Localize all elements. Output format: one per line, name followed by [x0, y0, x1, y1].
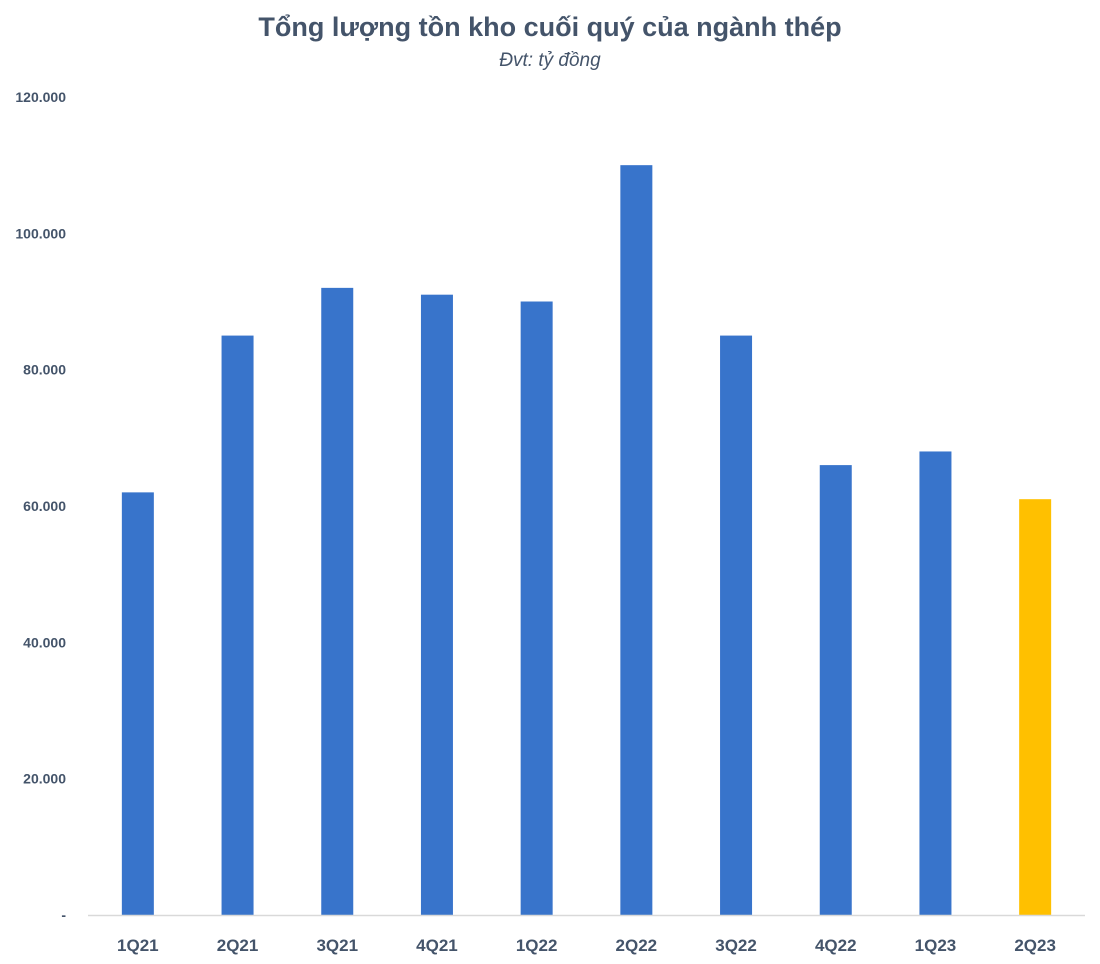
x-tick-label: 2Q21 [217, 936, 259, 955]
x-tick-label: 3Q22 [715, 936, 757, 955]
bar-3q21 [321, 287, 354, 915]
bar-1q21 [121, 492, 154, 915]
y-tick-label: - [61, 907, 66, 923]
bar-4q22 [819, 465, 852, 915]
bar-2q23 [1019, 499, 1052, 915]
x-tick-label: 3Q21 [316, 936, 358, 955]
bar-2q21 [221, 335, 254, 915]
x-tick-label: 1Q21 [117, 936, 159, 955]
x-tick-label: 1Q23 [915, 936, 957, 955]
chart-subtitle: Đvt: tỷ đồng [499, 50, 601, 71]
x-tick-label: 2Q22 [616, 936, 658, 955]
x-tick-label: 2Q23 [1014, 936, 1056, 955]
y-tick-label: 100.000 [15, 225, 66, 241]
x-tick-label: 4Q22 [815, 936, 857, 955]
x-tick-label: 1Q22 [516, 936, 558, 955]
bar-4q21 [420, 294, 453, 915]
bar-2q22 [620, 165, 653, 915]
y-tick-label: 20.000 [23, 771, 66, 787]
y-tick-label: 120.000 [15, 89, 66, 105]
y-tick-label: 40.000 [23, 634, 66, 650]
bar-1q23 [919, 451, 952, 915]
y-tick-label: 80.000 [23, 362, 66, 378]
x-tick-label: 4Q21 [416, 936, 458, 955]
bar-3q22 [720, 335, 753, 915]
chart-title: Tổng lượng tồn kho cuối quý của ngành th… [258, 12, 842, 42]
bar-1q22 [520, 301, 553, 915]
y-tick-label: 60.000 [23, 498, 66, 514]
